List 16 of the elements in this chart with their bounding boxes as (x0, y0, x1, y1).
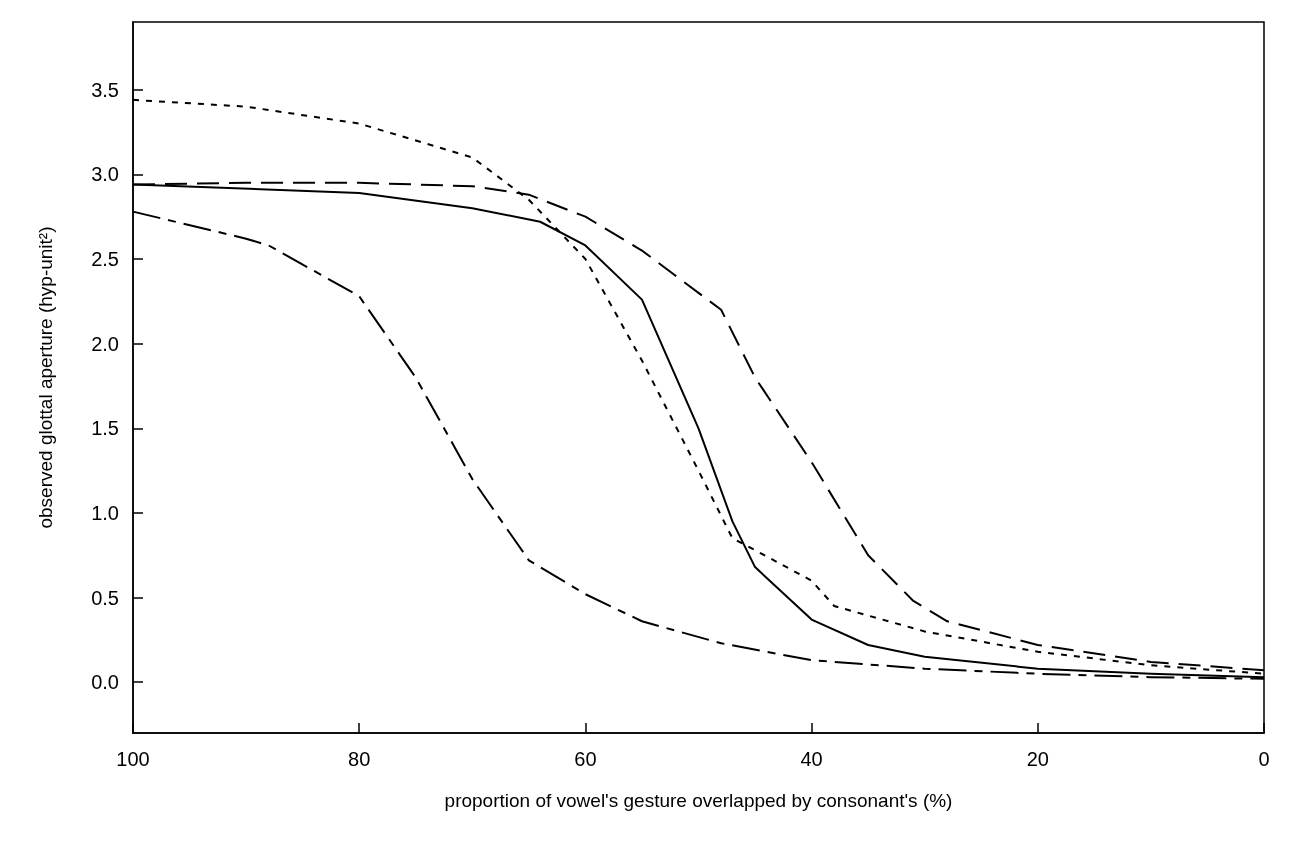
x-axis-title: proportion of vowel's gesture overlapped by consonant's (%) (444, 790, 953, 811)
x-tick-label: 80 (348, 748, 371, 770)
y-axis-title: observed glottal aperture (hyp-unit²) (35, 226, 56, 529)
x-tick-label: 100 (116, 748, 150, 770)
x-tick-label: 40 (800, 748, 823, 770)
x-tick-label: 20 (1026, 748, 1049, 770)
y-tick-label: 3.5 (91, 78, 119, 101)
y-tick-label: 2.0 (91, 332, 119, 355)
y-tick-label: 1.5 (91, 417, 119, 440)
y-tick-label: 1.0 (91, 501, 119, 524)
y-tick-label: 2.5 (91, 248, 119, 270)
y-tick-label: 0.0 (91, 671, 119, 694)
y-tick-label: 0.5 (91, 586, 119, 609)
x-tick-label: 0 (1258, 748, 1270, 770)
x-tick-label: 60 (574, 748, 597, 770)
y-tick-label: 3.0 (91, 163, 119, 186)
